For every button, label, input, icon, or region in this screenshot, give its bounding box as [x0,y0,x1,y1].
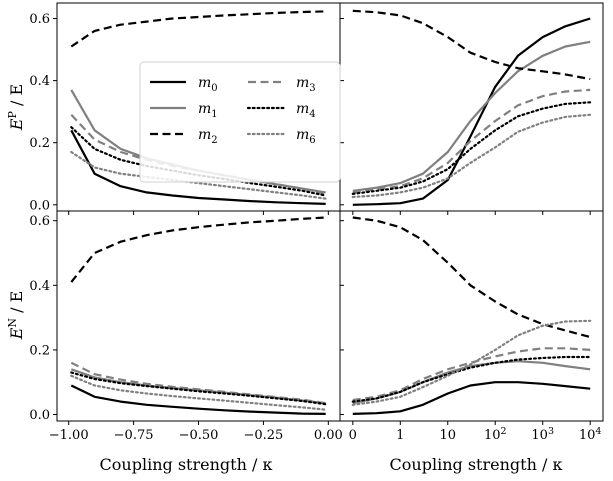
legend-label-m3: m3 [296,75,316,94]
x-axis-label-left: Coupling strength / κ [100,455,273,474]
y-tick-label: 0.2 [29,136,50,151]
series-line-m6 [70,374,327,411]
series-line-m3 [352,347,591,402]
series-line-m0 [352,17,591,206]
series-line-m1 [352,40,591,192]
x-tick-label: 103 [531,426,554,443]
x-tick-label: −0.50 [179,428,219,443]
series-line-m4 [351,355,592,403]
x-tick-label: −0.25 [243,428,283,443]
x-tick-label: 0.00 [314,428,343,443]
y-tick-label: 0.6 [29,12,50,27]
panel-bottom-right: 0 1 10 102 103 104 [339,210,604,443]
series-line-m0 [70,129,326,205]
series-line-m3 [70,361,326,405]
legend-label-m4: m4 [296,101,316,120]
x-tick-label: 10 [439,428,456,443]
series-line-m0 [352,381,591,415]
legend-box [139,61,341,183]
y-tick-label: 0.0 [29,408,50,423]
x-tick-label: 104 [579,426,602,443]
y-tick-label: 0.4 [29,279,50,294]
series-line-m0 [70,384,326,415]
panel-frame [339,210,604,422]
y-tick-label: 0.2 [29,343,50,358]
y-axis-label-top: EP / E [6,84,26,131]
y-tick-label: 0.6 [29,214,50,229]
x-tick-label: 0 [349,428,357,443]
series-line-m6 [351,319,592,406]
series-line-m2 [352,216,591,339]
y-axis-label-bottom: EN / E [6,291,26,341]
series-line-m4 [351,101,592,195]
panel-bottom-left: 0.0 0.2 0.4 0.6 −1.00 −0.75 −0.50 −0.25 0.00 [29,210,343,443]
x-tick-label: −0.75 [114,428,154,443]
series-line-m2 [70,216,326,283]
y-tick-label: 0.0 [29,198,50,213]
legend-label-m2: m2 [198,127,218,146]
legend: m0 m1 m2 m3 m4 m6 [139,61,341,183]
legend-label-m6: m6 [296,127,316,146]
panel-top-right [339,2,604,215]
x-tick-label: 102 [484,426,507,443]
series-line-m3 [352,88,591,194]
x-tick-label: −1.00 [49,428,89,443]
series-line-m6 [351,113,592,199]
series-line-m2 [70,10,326,48]
legend-label-m1: m1 [198,101,218,120]
x-axis-label-right: Coupling strength / κ [390,455,563,474]
series-line-m6 [70,150,327,200]
x-tick-label: 1 [396,428,404,443]
series-line-m4 [70,371,327,406]
panel-frame [339,2,604,212]
series-line-m2 [352,9,591,81]
legend-label-m0: m0 [198,75,218,94]
y-tick-label: 0.4 [29,74,50,89]
